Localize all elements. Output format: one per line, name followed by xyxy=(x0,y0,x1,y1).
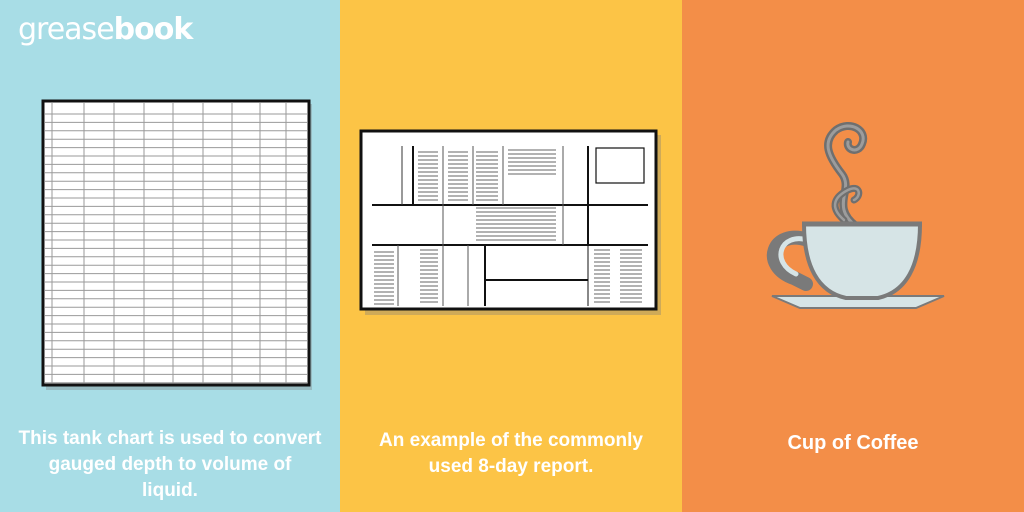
coffee-cup-icon xyxy=(767,122,945,309)
tank-chart-illustration xyxy=(41,99,312,390)
caption-line: gauged depth to volume of xyxy=(48,454,292,475)
eight-day-report-illustration xyxy=(359,129,661,315)
greasebook-logo: greasebook xyxy=(18,12,194,47)
coffee-panel: Cup of Coffee xyxy=(682,0,1024,512)
tank-chart-caption: This tank chart is used to convert gauge… xyxy=(0,426,340,504)
coffee-caption: Cup of Coffee xyxy=(682,430,1024,456)
caption-line: liquid. xyxy=(142,480,198,501)
eight-day-report-caption: An example of the commonly used 8-day re… xyxy=(340,428,682,480)
caption-line: Cup of Coffee xyxy=(787,432,919,454)
caption-line: An example of the commonly xyxy=(379,430,643,451)
eight-day-report-panel: An example of the commonly used 8-day re… xyxy=(340,0,682,512)
logo-prefix: grease xyxy=(18,12,115,47)
caption-line: used 8-day report. xyxy=(428,456,594,477)
caption-line: This tank chart is used to convert xyxy=(18,428,322,449)
tank-chart-panel: greasebook This tank chart is used to co… xyxy=(0,0,340,512)
logo-suffix: book xyxy=(113,12,194,47)
